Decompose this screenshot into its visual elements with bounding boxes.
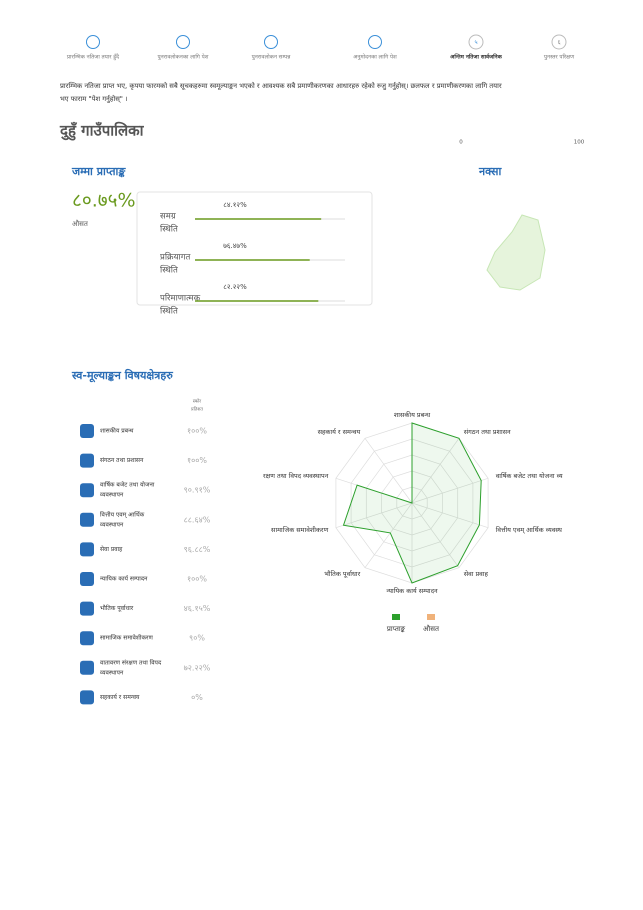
- area-icon: [80, 601, 94, 616]
- bar-value: ७६.४७%: [223, 242, 247, 250]
- bar-label: समग्र: [160, 212, 176, 222]
- radar-area: [342, 422, 482, 584]
- total-score: ८०.७५%: [72, 190, 136, 212]
- area-name: न्यायिक कार्य सम्पादन: [100, 575, 148, 583]
- step-label: अन्तिम नतिजा सार्वजनिक: [450, 53, 502, 61]
- area-name: व्यवस्थापन: [100, 521, 124, 528]
- radar-axis-label: भौतिक पूर्वाधार: [324, 570, 360, 578]
- step-number: ५: [474, 39, 477, 46]
- area-score: ०%: [191, 693, 203, 702]
- area-name: व्यवस्थापन: [100, 492, 124, 499]
- area-icon: [80, 542, 94, 557]
- area-name: वार्षिक बजेट तथा योजना: [100, 481, 155, 489]
- area-score: ९०%: [189, 634, 205, 643]
- area-name: सहकार्य र समन्वय: [100, 693, 140, 701]
- radar-spoke: [411, 502, 460, 568]
- area-name: व्यवस्थापन: [100, 669, 124, 676]
- area-icon: [80, 512, 94, 527]
- step-circle: [551, 34, 567, 50]
- bar-value: ८४.१२%: [223, 201, 247, 209]
- section-heading: जम्मा प्राप्ताङ्क: [71, 165, 126, 178]
- scale-max: 100: [574, 140, 585, 146]
- area-name: भौतिक पूर्वाधार: [100, 604, 134, 612]
- legend-swatch: [392, 614, 400, 620]
- radar-axis-label: सेवा प्रवाह: [464, 570, 489, 578]
- radar-axis-label: सामाजिक समावेशीकरण: [271, 526, 329, 534]
- radar-axis-label: संगठन तथा प्रशासन: [464, 428, 511, 436]
- area-score: ७२.२२%: [184, 663, 211, 672]
- radar-axis-label: वित्तीय एवम् आर्थिक व्यवस्थ: [496, 526, 563, 534]
- area-name: सेवा प्रवाह: [100, 545, 123, 553]
- legend-label: औसत: [423, 624, 440, 633]
- map-shape: [486, 214, 546, 291]
- area-score: ४६.१५%: [184, 604, 211, 613]
- step-label: पुनरावलोकन सम्पन्न: [252, 54, 292, 61]
- bar-label: स्थिति: [160, 265, 178, 276]
- radar-spoke: [364, 502, 413, 568]
- radar-axis-label: शासकीय प्रबन्ध: [394, 411, 431, 419]
- radar-axis-label: रक्षण तथा विपद व्यवस्थापन: [263, 472, 329, 480]
- intro-text: प्रारम्भिक नतिजा प्राप्त भए, कृपया फारमक…: [60, 81, 502, 90]
- bar-label: स्थिति: [160, 224, 178, 235]
- legend-label: प्राप्ताङ्क: [387, 625, 406, 633]
- radar-axis-label: सहकार्य र समन्वय: [318, 428, 361, 436]
- area-score: ९६.८८%: [184, 545, 211, 554]
- intro-text: भए फाराम "पेश गर्नुहोस्" ।: [60, 94, 128, 103]
- column-header: स्कोर: [193, 398, 201, 405]
- radar-axis-label: वार्षिक बजेट तथा योजना व्य: [496, 472, 564, 480]
- area-name: वित्तीय एवम् आर्थिक: [100, 510, 145, 518]
- step-circle: [86, 35, 100, 49]
- step-label: पुनरावलोकनका लागि पेश: [157, 54, 208, 61]
- total-caption: औसत: [72, 219, 89, 228]
- area-score: १००%: [187, 456, 207, 465]
- radar-spoke: [335, 502, 413, 529]
- area-icon: [80, 424, 94, 438]
- column-header: प्रतिशत: [191, 406, 203, 413]
- area-name: वातावरण संरक्षण तथा विपद: [100, 658, 162, 666]
- area-score: १००%: [187, 575, 207, 584]
- radar-spoke: [364, 438, 413, 504]
- section-heading: स्व-मूल्याङ्कन विषयक्षेत्रहरु: [71, 368, 173, 383]
- radar-spoke: [411, 502, 489, 529]
- section-heading: नक्सा: [478, 165, 502, 178]
- step-circle: [468, 34, 484, 50]
- area-score: ९०.९१%: [184, 486, 211, 495]
- step-label: अनुमोदनका लागि पेश: [353, 54, 397, 61]
- area-name: शासकीय प्रबन्ध: [100, 427, 134, 435]
- area-score: ८८.६४%: [184, 515, 211, 524]
- area-icon: [80, 572, 94, 586]
- bar-label: स्थिति: [160, 306, 178, 317]
- area-name: सामाजिक समावेशीकरण: [100, 634, 154, 642]
- step-circle: [264, 35, 278, 49]
- step-circle: [368, 35, 382, 49]
- step-label: प्रारम्भिक नतिजा तयार हुँदै: [67, 54, 119, 61]
- legend-swatch: [427, 614, 435, 620]
- step-circle: [176, 35, 190, 49]
- radar-spoke: [411, 438, 460, 504]
- step-number: ६: [557, 39, 560, 46]
- score-card: [136, 191, 373, 306]
- scale-min: 0: [459, 140, 463, 146]
- municipality-title: दुहुँ गाउँपालिका: [59, 122, 145, 142]
- area-icon: [80, 660, 94, 675]
- area-name: संगठन तथा प्रशासन: [100, 457, 144, 464]
- radar-axis-label: न्यायिक कार्य सम्पादन: [386, 587, 438, 595]
- bar-label: प्रक्रियागत: [160, 252, 190, 263]
- bar-value: ८२.२२%: [223, 283, 247, 291]
- area-icon: [80, 690, 94, 705]
- area-icon: [80, 453, 94, 468]
- bar-label: परिमाणात्मक: [160, 293, 201, 304]
- step-label: पुनस्तर परिक्षण: [544, 54, 575, 61]
- area-icon: [80, 483, 94, 498]
- area-score: १००%: [187, 427, 207, 436]
- radar-spoke: [411, 477, 489, 504]
- area-icon: [80, 631, 94, 646]
